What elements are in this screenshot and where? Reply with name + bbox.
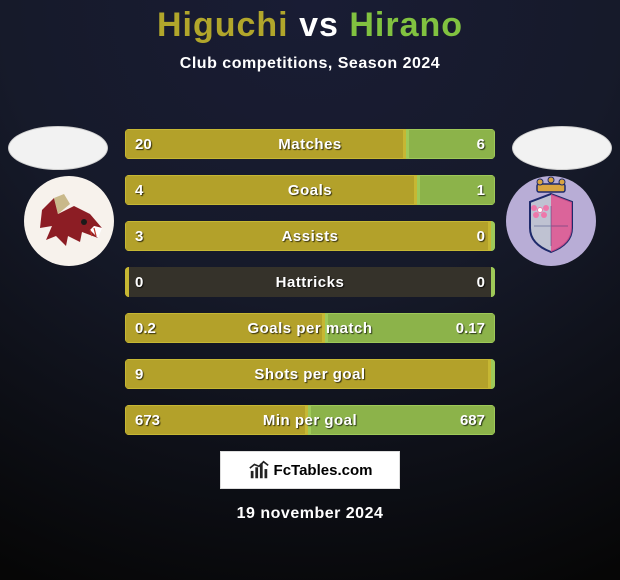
title-left: Higuchi xyxy=(157,6,289,44)
stat-label: Assists xyxy=(125,221,495,251)
stat-row: 30Assists xyxy=(125,221,495,251)
subtitle: Club competitions, Season 2024 xyxy=(0,55,620,73)
brand-text: FcTables.com xyxy=(274,462,373,479)
stat-label: Matches xyxy=(125,129,495,159)
player-photo-right xyxy=(512,126,612,170)
stat-label: Min per goal xyxy=(125,405,495,435)
page-title: Higuchi vs Hirano xyxy=(0,0,620,45)
stat-label: Goals xyxy=(125,175,495,205)
title-right: Hirano xyxy=(349,6,463,44)
stats-table: 206Matches 41Goals 30Assists 00Hattricks 0.2… xyxy=(125,129,495,435)
wolf-icon xyxy=(24,176,114,266)
title-vs: vs xyxy=(299,6,339,44)
stat-row: 0.20.17Goals per match xyxy=(125,313,495,343)
team-badge-right xyxy=(506,176,596,266)
stat-row: 206Matches xyxy=(125,129,495,159)
brand-badge: FcTables.com xyxy=(220,451,400,489)
player-photo-left xyxy=(8,126,108,170)
crest-icon xyxy=(506,176,596,266)
stat-row: 00Hattricks xyxy=(125,267,495,297)
date-text: 19 november 2024 xyxy=(0,505,620,523)
stat-row: 673687Min per goal xyxy=(125,405,495,435)
stat-row: 9Shots per goal xyxy=(125,359,495,389)
stat-label: Hattricks xyxy=(125,267,495,297)
chart-icon xyxy=(248,459,270,481)
stat-label: Goals per match xyxy=(125,313,495,343)
stat-label: Shots per goal xyxy=(125,359,495,389)
team-badge-left xyxy=(24,176,114,266)
stat-row: 41Goals xyxy=(125,175,495,205)
